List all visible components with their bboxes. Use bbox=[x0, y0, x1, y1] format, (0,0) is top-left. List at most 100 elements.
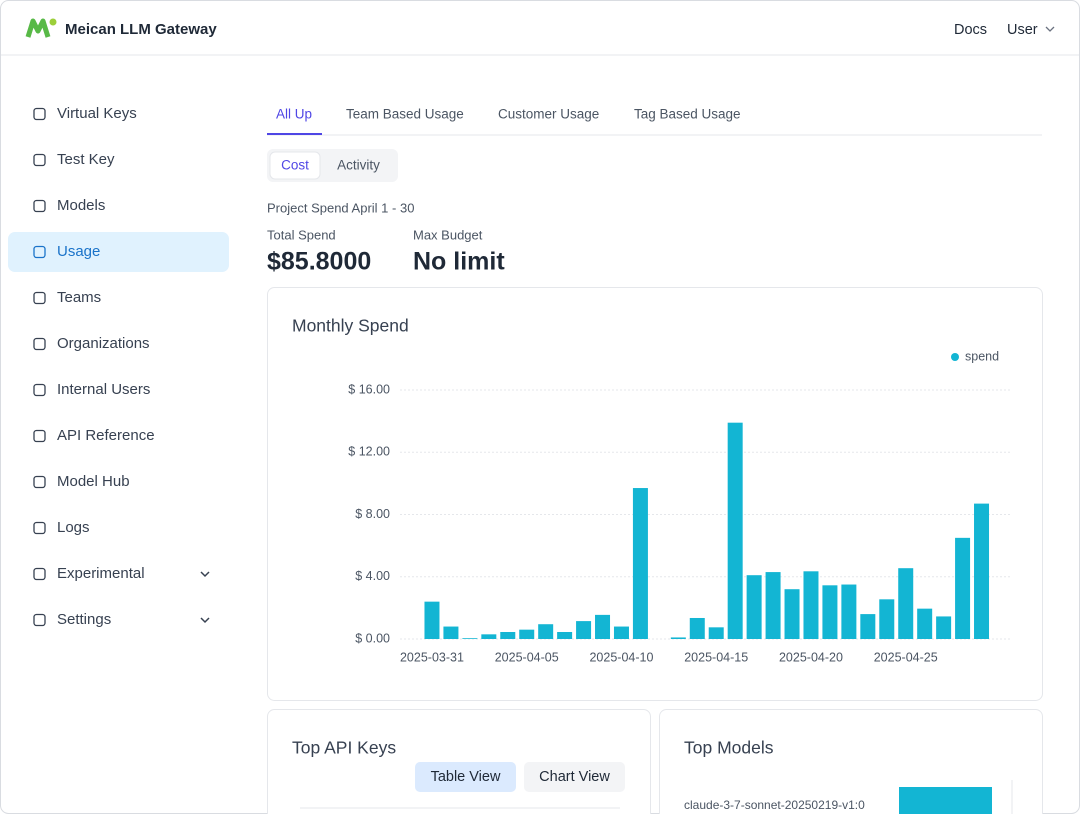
tab[interactable]: Team Based Usage bbox=[346, 107, 464, 122]
user-menu[interactable]: User bbox=[1007, 22, 1038, 38]
subtabs: Cost Activity bbox=[269, 151, 380, 180]
bar bbox=[784, 589, 800, 639]
nav-chevron bbox=[200, 571, 210, 578]
bar bbox=[632, 488, 648, 639]
y-tick-label: $ 4.00 bbox=[355, 569, 390, 583]
nav-item[interactable]: Virtual Keys bbox=[57, 105, 137, 122]
nav-item[interactable]: Logs bbox=[57, 519, 90, 536]
bar bbox=[576, 621, 592, 639]
x-tick-label: 2025-03-31 bbox=[400, 650, 464, 664]
bar bbox=[595, 614, 611, 639]
bar bbox=[936, 616, 952, 639]
active-bg bbox=[8, 232, 229, 272]
chart-title: Monthly Spend bbox=[292, 316, 409, 336]
subtab-bg bbox=[269, 151, 321, 180]
bar bbox=[462, 638, 478, 639]
logo bbox=[25, 18, 57, 38]
legend-label: spend bbox=[965, 349, 999, 363]
nav-icon bbox=[33, 429, 46, 443]
table-view-btn[interactable] bbox=[415, 762, 516, 792]
bar bbox=[500, 631, 516, 639]
x-tick-label: 2025-04-10 bbox=[589, 650, 653, 664]
bar bbox=[765, 572, 781, 639]
nav-icon bbox=[33, 107, 46, 121]
nav-item[interactable]: Models bbox=[57, 197, 105, 214]
bar bbox=[860, 614, 876, 639]
total-value: $85.8000 bbox=[267, 248, 371, 276]
nav-item[interactable]: Usage bbox=[57, 243, 100, 260]
nav-icon bbox=[33, 153, 46, 167]
bar bbox=[689, 617, 705, 639]
legend-swatch bbox=[951, 353, 959, 361]
api-keys-title: Top API Keys bbox=[292, 738, 396, 758]
bar bbox=[955, 537, 971, 639]
nav-item[interactable]: Experimental bbox=[57, 565, 145, 582]
tab[interactable]: Customer Usage bbox=[498, 107, 599, 122]
nav-chevron bbox=[200, 617, 210, 624]
period: Project Spend April 1 - 30 bbox=[267, 200, 414, 215]
nav-item[interactable]: API Reference bbox=[57, 427, 155, 444]
chart-view-label[interactable]: Chart View bbox=[539, 769, 610, 785]
nav-item[interactable]: Internal Users bbox=[57, 381, 150, 398]
bar bbox=[613, 626, 629, 639]
nav-item[interactable]: Organizations bbox=[57, 335, 150, 352]
model-label: claude-3-7-sonnet-20250219-v1:0 bbox=[684, 798, 865, 812]
x-tick-label: 2025-04-15 bbox=[684, 650, 748, 664]
api-keys-card bbox=[267, 709, 651, 814]
nav-icon bbox=[33, 199, 46, 213]
bar bbox=[879, 599, 895, 639]
bar bbox=[670, 637, 686, 639]
model-bar bbox=[899, 787, 992, 814]
brand: Meican LLM Gateway bbox=[65, 21, 217, 38]
bar bbox=[746, 575, 762, 639]
budget-label: Max Budget bbox=[413, 227, 483, 242]
total-label: Total Spend bbox=[267, 227, 336, 242]
nav-icon bbox=[33, 337, 46, 351]
tabs: All Up Team Based Usage Customer Usage Tag … bbox=[267, 107, 741, 135]
bar bbox=[557, 631, 573, 639]
y-tick-label: $ 0.00 bbox=[355, 631, 390, 645]
nav-item[interactable]: Settings bbox=[57, 611, 111, 628]
table-view-label[interactable]: Table View bbox=[431, 769, 501, 785]
nav-icon bbox=[33, 383, 46, 397]
bar bbox=[841, 584, 857, 639]
bar bbox=[708, 627, 724, 639]
budget-value: No limit bbox=[413, 248, 505, 276]
bar bbox=[519, 629, 535, 639]
nav-icon bbox=[33, 567, 46, 581]
nav-item[interactable]: Test Key bbox=[57, 151, 115, 168]
nav-item[interactable]: Teams bbox=[57, 289, 101, 306]
chart: $ 0.00 $ 4.00 $ 8.00 $ 12.00 $ 16.00 2025-03-… bbox=[348, 349, 1012, 664]
nav-icon bbox=[33, 291, 46, 305]
bar bbox=[481, 634, 497, 639]
bar bbox=[898, 568, 914, 639]
bar bbox=[917, 608, 933, 639]
tab-underline bbox=[267, 133, 322, 135]
tab[interactable]: All Up bbox=[276, 107, 312, 122]
y-tick-label: $ 16.00 bbox=[348, 382, 390, 396]
x-tick-label: 2025-04-20 bbox=[779, 650, 843, 664]
y-tick-label: $ 12.00 bbox=[348, 445, 390, 459]
bar bbox=[974, 503, 990, 639]
bar bbox=[822, 585, 838, 639]
chart-view-btn[interactable] bbox=[524, 762, 625, 792]
x-tick-label: 2025-04-25 bbox=[874, 650, 938, 664]
subtab[interactable]: Activity bbox=[337, 158, 380, 173]
bar bbox=[424, 601, 440, 639]
models-title: Top Models bbox=[684, 738, 774, 758]
tab[interactable]: Tag Based Usage bbox=[634, 107, 741, 122]
subtab[interactable]: Cost bbox=[281, 158, 309, 173]
nav-icon bbox=[33, 245, 46, 259]
x-tick-label: 2025-04-05 bbox=[495, 650, 559, 664]
nav-icon bbox=[33, 613, 46, 627]
y-tick-label: $ 8.00 bbox=[355, 507, 390, 521]
bar bbox=[803, 571, 819, 639]
sidebar: Virtual Keys Test Key Models Usage Teams Orga… bbox=[8, 105, 229, 628]
user-chevron bbox=[1045, 26, 1055, 32]
bar bbox=[443, 626, 459, 639]
nav-icon bbox=[33, 521, 46, 535]
nav-item[interactable]: Model Hub bbox=[57, 473, 130, 490]
docs-link[interactable]: Docs bbox=[954, 22, 987, 38]
nav-icon bbox=[33, 475, 46, 489]
